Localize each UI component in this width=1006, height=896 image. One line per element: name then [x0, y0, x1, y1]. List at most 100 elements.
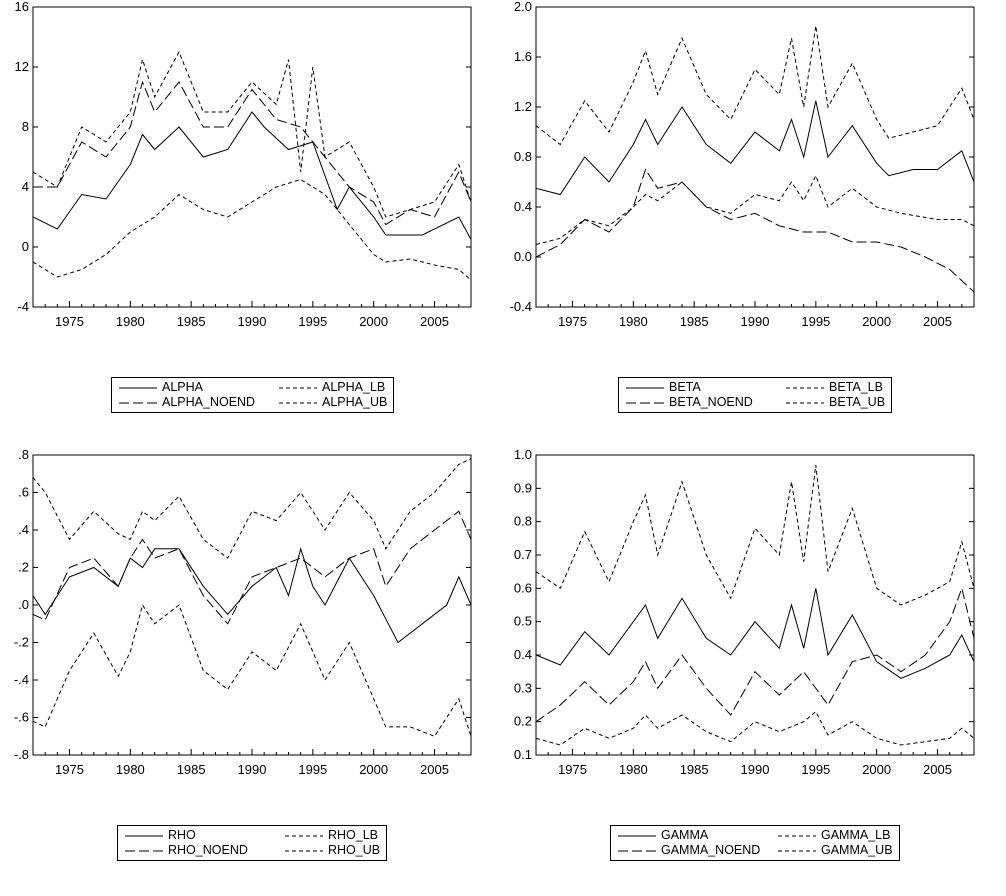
x-tick-label: 1990 [238, 762, 267, 777]
series-line-alpha-ub [33, 50, 471, 218]
chart-panel-rho: -.8 -.6 -.4 -.2 .0 .2 .4 .6 .8 1975 1980 1985 1990 19… [0, 448, 503, 896]
legend-label: RHO_NOEND [168, 843, 248, 857]
legend-label: GAMMA_LB [821, 828, 891, 842]
series-group [536, 464, 974, 746]
legend-entry: RHO_NOEND [124, 843, 284, 858]
legend-swatch [786, 387, 824, 388]
chart-legend: GAMMA GAMMA_LB GAMMA_NOEND GAMMA_UB [610, 825, 900, 861]
series-line-beta-noend [536, 168, 974, 293]
x-tick-label: 1980 [116, 762, 145, 777]
legend-entry: BETA [625, 380, 785, 395]
y-tick-label: 1.0 [514, 448, 532, 462]
x-tick-label: 2000 [862, 762, 891, 777]
legend-entry: ALPHA [118, 380, 278, 395]
chart-svg: -4 0 4 8 12 16 1975 1980 1985 1990 1995 2000 2005 [15, 0, 472, 329]
legend-label: BETA [669, 380, 701, 394]
legend-row: ALPHA_NOEND ALPHA_UB [118, 395, 387, 410]
y-tick-label: 0.2 [514, 714, 532, 729]
legend-row: RHO RHO_LB [124, 828, 380, 843]
y-tick-label: -4 [17, 299, 29, 314]
y-tick-label: 0.9 [514, 480, 532, 495]
legend-swatch [626, 402, 664, 403]
legend-entry: ALPHA_NOEND [118, 395, 278, 410]
chart-legend: ALPHA ALPHA_LB ALPHA_NOEND ALPHA_UB [111, 377, 395, 413]
legend-entry: GAMMA_NOEND [617, 843, 777, 858]
legend-row: RHO_NOEND RHO_UB [124, 843, 380, 858]
legend-swatch [626, 387, 664, 388]
x-tick-label: 2005 [923, 762, 952, 777]
plot-area-frame [535, 6, 975, 308]
legend-row: BETA BETA_LB [625, 380, 885, 395]
x-tick-label: 1980 [619, 314, 648, 329]
x-tick-label: 1980 [116, 314, 145, 329]
y-tick-label: -0.4 [510, 299, 532, 314]
y-tick-label: 12 [15, 59, 29, 74]
y-tick-label: 0.8 [514, 149, 532, 164]
y-tick-label: 8 [22, 119, 29, 134]
y-tick-label: 0.0 [514, 249, 532, 264]
x-tick-label: 1985 [177, 314, 206, 329]
x-tick-label: 1985 [680, 314, 709, 329]
series-group [536, 25, 974, 293]
legend-entry: RHO_LB [284, 828, 378, 843]
x-tick-label: 1990 [741, 314, 770, 329]
series-line-beta [536, 100, 974, 196]
x-tick-label: 1975 [558, 762, 587, 777]
plot-area-frame [32, 454, 472, 756]
x-tick-label: 1990 [741, 762, 770, 777]
legend-label: BETA_NOEND [669, 395, 753, 409]
legend-label: RHO_UB [328, 843, 381, 857]
legend-label: RHO [168, 828, 196, 842]
series-line-beta-ub [536, 25, 974, 146]
legend-swatch [119, 387, 157, 388]
legend-swatch [279, 402, 317, 403]
chart-svg: -.8 -.6 -.4 -.2 .0 .2 .4 .6 .8 1975 1980 1985 1990 19… [14, 448, 472, 777]
legend-label: BETA_LB [829, 380, 883, 394]
legend-label: ALPHA_NOEND [162, 395, 256, 409]
y-tick-label: 0.4 [514, 647, 532, 662]
series-line-alpha-noend [33, 80, 471, 226]
legend-swatch [125, 835, 163, 836]
x-tick-label: 1975 [558, 314, 587, 329]
y-tick-label: 4 [22, 179, 29, 194]
x-tick-label: 1980 [619, 762, 648, 777]
legend-row: BETA_NOEND BETA_UB [625, 395, 885, 410]
plot-area-frame [32, 6, 472, 308]
legend-row: GAMMA GAMMA_LB [617, 828, 893, 843]
legend-swatch [786, 402, 824, 403]
series-line-gamma-lb [536, 710, 974, 746]
y-tick-label: .0 [18, 597, 29, 612]
series-line-rho-ub [33, 458, 471, 559]
x-tick-label: 1995 [801, 314, 830, 329]
series-line-alpha [33, 111, 471, 240]
legend-row: GAMMA_NOEND GAMMA_UB [617, 843, 893, 858]
series-line-alpha-lb [33, 178, 471, 281]
x-tick-label: 2000 [359, 314, 388, 329]
y-tick-label: 0.1 [514, 747, 532, 762]
legend-swatch [279, 387, 317, 388]
legend-label: ALPHA_LB [322, 380, 386, 394]
legend-swatch [285, 835, 323, 836]
series-line-rho-noend [33, 510, 471, 625]
y-tick-label: 0.4 [514, 199, 532, 214]
series-line-gamma-noend [536, 586, 974, 723]
x-tick-label: 2000 [862, 314, 891, 329]
legend-label: GAMMA_NOEND [661, 843, 761, 857]
series-group [33, 458, 471, 737]
x-tick-label: 1995 [801, 762, 830, 777]
y-tick-label: .8 [18, 448, 29, 462]
legend-label: BETA_UB [829, 395, 886, 409]
series-group [33, 50, 471, 281]
legend-label: RHO_LB [328, 828, 379, 842]
series-line-rho [33, 547, 471, 644]
legend-entry: GAMMA_LB [777, 828, 890, 843]
legend-swatch [125, 850, 163, 851]
legend-entry: GAMMA [617, 828, 777, 843]
y-tick-label: 1.2 [514, 99, 532, 114]
legend-swatch [119, 402, 157, 403]
y-tick-label: 0.3 [514, 680, 532, 695]
y-tick-label: -.8 [14, 747, 29, 762]
y-tick-label: 2.0 [514, 0, 532, 14]
series-line-beta-lb [536, 174, 974, 245]
y-tick-label: -.2 [14, 635, 29, 650]
